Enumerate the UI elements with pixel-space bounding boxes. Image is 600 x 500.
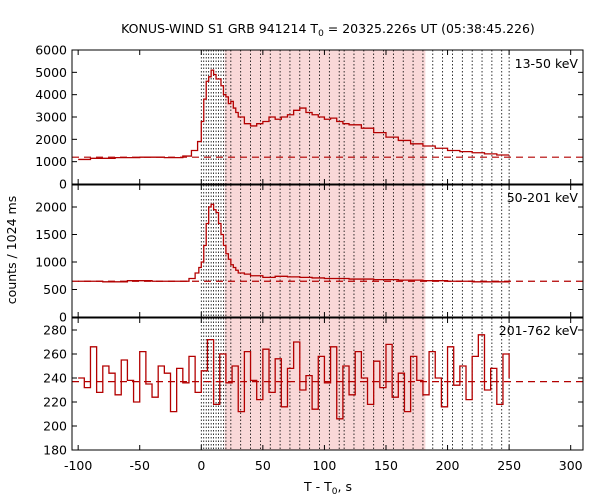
chart-title-subscript: 0 <box>318 29 324 39</box>
y-tick-label: 1000 <box>35 255 67 270</box>
y-tick-label: 260 <box>43 347 67 362</box>
panel-shaded-interval <box>224 185 426 317</box>
panel-50-201-kev: 0 500 1000 1500 2000 50-201 keV <box>35 184 584 325</box>
lightcurve <box>78 69 510 161</box>
chart-title-suffix: = 20325.226s UT (05:38:45.226) <box>324 21 535 36</box>
y-tick-label: 4000 <box>35 87 67 102</box>
x-tick-label: -50 <box>130 458 150 473</box>
panel-energy-label: 50-201 keV <box>507 190 579 205</box>
y-tick-label: 500 <box>43 282 67 297</box>
y-tick-label: 0 <box>59 310 67 325</box>
y-tick-label: 200 <box>43 419 67 434</box>
chart-title: KONUS-WIND S1 GRB 941214 T0 = 20325.226s… <box>121 21 535 39</box>
panel-energy-label: 201-762 keV <box>499 323 579 338</box>
x-tick-label: 250 <box>497 458 521 473</box>
x-axis-label-suffix: , s <box>338 479 352 494</box>
x-axis-label-subscript: 0 <box>332 487 338 497</box>
x-tick-label: 100 <box>312 458 336 473</box>
lightcurve <box>78 203 510 283</box>
y-tick-label: 6000 <box>35 43 67 58</box>
y-tick-label: 3000 <box>35 110 67 125</box>
y-tick-label: 1500 <box>35 227 67 242</box>
chart-title-prefix: KONUS-WIND S1 GRB 941214 T <box>121 21 318 36</box>
x-tick-label: 0 <box>197 458 205 473</box>
x-tick-label: 50 <box>255 458 271 473</box>
x-tick-label: 200 <box>436 458 460 473</box>
panel-energy-label: 13-50 keV <box>515 56 579 71</box>
x-axis-label: T - T0, s <box>303 479 352 497</box>
y-tick-label: 280 <box>43 323 67 338</box>
x-tick-label: 300 <box>559 458 583 473</box>
x-tick-label: -100 <box>64 458 92 473</box>
panel-frame <box>71 317 584 451</box>
x-tick-label: 150 <box>374 458 398 473</box>
y-tick-label: 180 <box>43 443 67 458</box>
panel-201-762-kev: 180 200 220 240 260 280 201-762 keV <box>43 317 584 458</box>
y-tick-label: 0 <box>59 177 67 192</box>
x-axis-label-prefix: T - T <box>303 479 332 494</box>
panel-frame <box>71 49 584 185</box>
y-tick-label: 5000 <box>35 65 67 80</box>
lightcurve <box>78 334 510 420</box>
y-tick-label: 240 <box>43 371 67 386</box>
x-axis-ticks: -100 -50 0 50 100 150 200 250 300 <box>64 50 583 473</box>
panel-13-50-kev: 0 1000 2000 3000 4000 5000 6000 13-50 keV <box>35 43 584 192</box>
panel-shaded-interval <box>224 318 426 450</box>
panel-frame <box>71 184 584 318</box>
y-tick-label: 2000 <box>35 200 67 215</box>
y-tick-label: 1000 <box>35 154 67 169</box>
y-axis-label: counts / 1024 ms <box>4 196 19 304</box>
y-tick-label: 2000 <box>35 132 67 147</box>
y-tick-label: 220 <box>43 395 67 410</box>
